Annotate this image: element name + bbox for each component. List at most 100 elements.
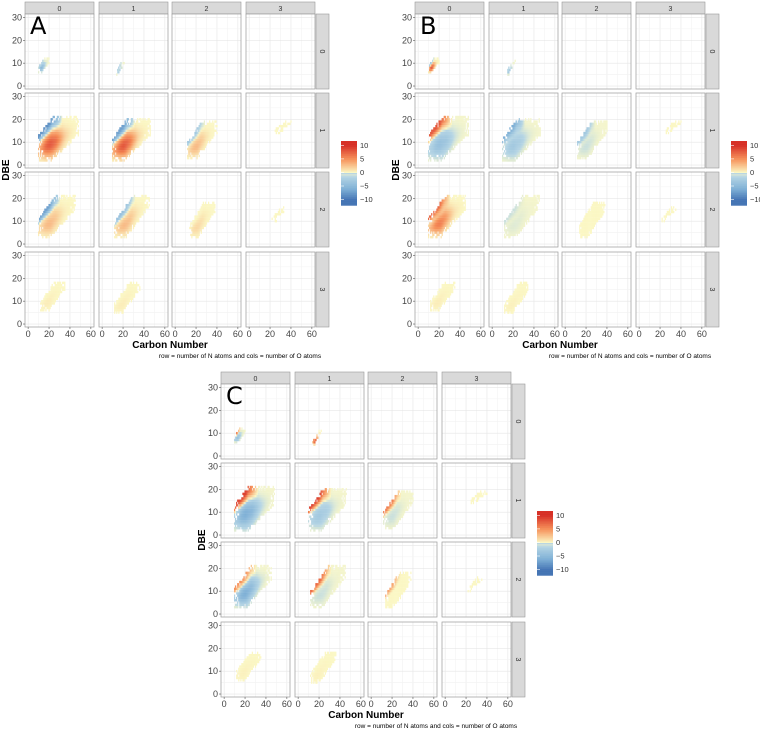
heatmap-cell <box>192 150 194 153</box>
heatmap-cell <box>142 131 144 135</box>
heatmap-cell <box>532 129 534 132</box>
heatmap-cell <box>118 229 120 232</box>
heatmap-cell <box>192 229 194 232</box>
heatmap-cell <box>49 134 51 137</box>
heatmap-cell <box>442 147 444 151</box>
heatmap-cell <box>206 206 209 209</box>
heatmap-cell <box>524 124 527 128</box>
heatmap-cell <box>439 154 441 158</box>
heatmap-cell <box>453 197 455 200</box>
heatmap-cell <box>578 156 580 160</box>
heatmap-cell <box>129 122 132 126</box>
heatmap-cell <box>137 122 139 126</box>
heatmap-cell <box>139 129 141 132</box>
legend-color-step <box>341 164 357 166</box>
heatmap-cell <box>129 201 132 205</box>
heatmap-cell <box>448 140 451 144</box>
heatmap-cell <box>191 156 193 160</box>
heatmap-cell <box>119 309 121 312</box>
heatmap-cell <box>120 159 122 162</box>
heatmap-cell <box>50 233 52 237</box>
heatmap-cell <box>53 143 55 146</box>
heatmap-cell <box>140 199 142 202</box>
heatmap-cell <box>201 138 203 142</box>
heatmap-cell <box>209 203 211 207</box>
heatmap-cell <box>194 143 196 146</box>
heatmap-cell <box>444 138 446 142</box>
heatmap-cell <box>280 127 283 130</box>
heatmap-cell <box>446 118 449 121</box>
legend-color-step <box>341 191 357 193</box>
heatmap-cell <box>533 131 535 135</box>
heatmap-cell <box>46 297 48 301</box>
heatmap-cell <box>120 154 122 158</box>
heatmap-cell <box>195 222 197 225</box>
heatmap-cell <box>121 224 123 227</box>
heatmap-cell <box>461 197 463 200</box>
heatmap-cell <box>75 127 77 130</box>
heatmap-cell <box>52 288 54 291</box>
heatmap-cell <box>585 140 587 144</box>
facet-border <box>171 13 242 90</box>
heatmap-cell <box>528 120 530 123</box>
facet-n2-o1 <box>488 171 559 248</box>
heatmap-cell <box>130 286 133 289</box>
heatmap-cell <box>124 231 126 234</box>
heatmap-cell <box>130 203 133 207</box>
heatmap-cell <box>47 210 49 214</box>
heatmap-cell <box>133 290 136 294</box>
heatmap-cell <box>445 152 448 155</box>
heatmap-cell <box>443 206 445 209</box>
heatmap-cell <box>207 206 210 209</box>
heatmap-cell <box>510 226 512 230</box>
heatmap-cell <box>538 131 540 135</box>
heatmap-cell <box>507 159 509 162</box>
heatmap-cell <box>123 302 125 305</box>
y-tick-label: 30 <box>12 250 22 260</box>
heatmap-cell <box>440 206 442 209</box>
heatmap-cell <box>442 143 444 146</box>
heatmap-cell <box>430 229 432 232</box>
heatmap-cell <box>437 143 439 146</box>
heatmap-cell <box>142 206 144 209</box>
heatmap-cell <box>580 140 582 144</box>
heatmap-cell <box>203 208 206 211</box>
heatmap-cell <box>198 138 200 142</box>
heatmap-cell <box>123 140 125 144</box>
y-tick-label: 30 <box>402 12 412 22</box>
heatmap-cell <box>138 201 140 205</box>
heatmap-cell <box>515 224 517 227</box>
heatmap-cell <box>147 120 149 123</box>
heatmap-cell <box>513 213 515 216</box>
heatmap-cell <box>510 219 512 223</box>
heatmap-cell <box>127 299 129 303</box>
heatmap-cell <box>43 143 45 146</box>
heatmap-cell <box>515 120 517 123</box>
heatmap-cell <box>65 136 67 139</box>
heatmap-cell <box>124 297 126 301</box>
heatmap-cell <box>445 131 448 135</box>
heatmap-cell <box>69 138 71 142</box>
heatmap-cell <box>54 293 56 296</box>
heatmap-cell <box>595 138 598 142</box>
heatmap-cell <box>44 134 46 137</box>
heatmap-cell <box>276 213 279 216</box>
heatmap-cell <box>56 213 59 216</box>
heatmap-cell <box>199 136 201 139</box>
heatmap-cell <box>137 145 139 148</box>
heatmap-cell <box>120 293 122 296</box>
heatmap-cell <box>511 224 513 227</box>
facet-border <box>561 92 632 169</box>
heatmap-cell <box>516 156 518 160</box>
heatmap-cell <box>536 134 538 137</box>
heatmap-cell <box>529 134 531 137</box>
heatmap-cell <box>130 295 133 298</box>
heatmap-cell <box>429 145 431 148</box>
heatmap-cell <box>509 213 511 216</box>
legend-color-step <box>341 203 357 205</box>
heatmap-cell <box>121 217 123 221</box>
heatmap-cell <box>537 134 539 137</box>
heatmap-cell <box>54 217 56 221</box>
heatmap-cell <box>146 127 148 130</box>
heatmap-cell <box>127 136 129 139</box>
